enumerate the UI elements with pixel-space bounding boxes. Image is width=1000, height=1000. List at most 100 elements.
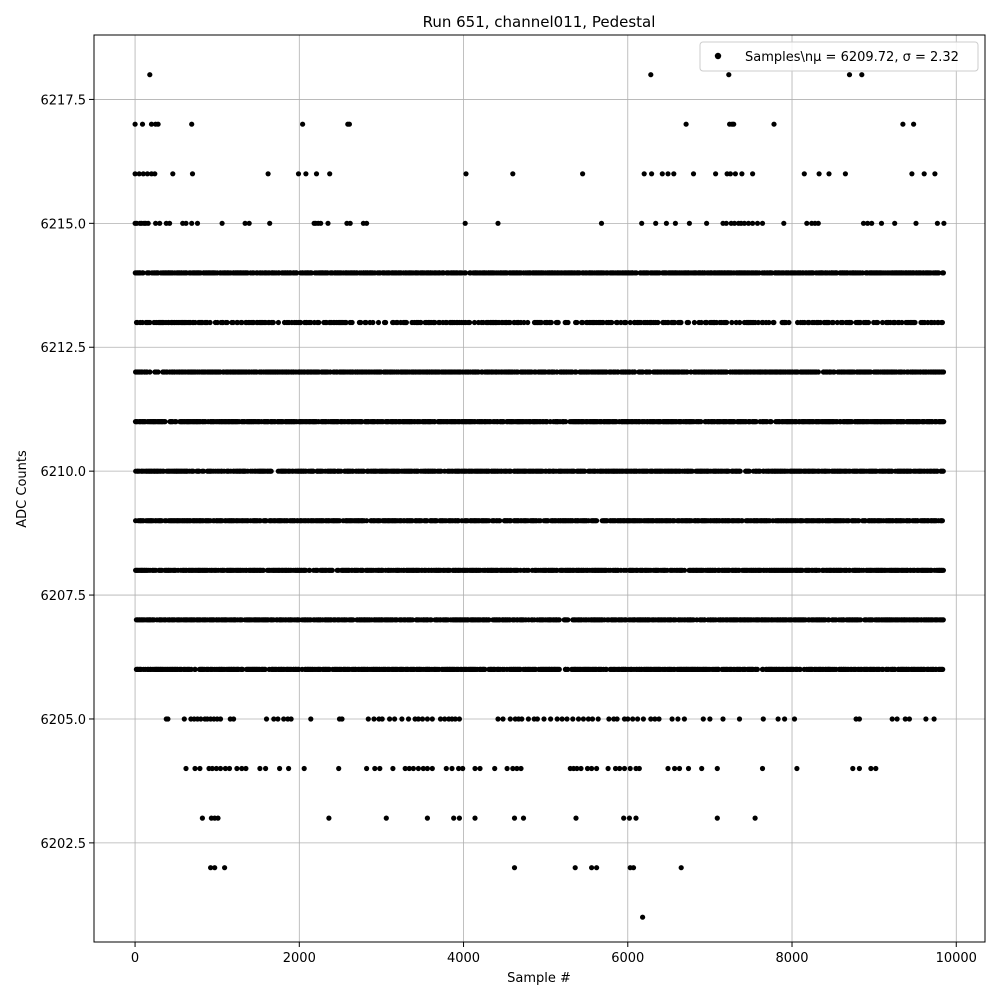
data-point: [349, 319, 355, 326]
data-point: [370, 319, 376, 326]
data-point: [649, 171, 655, 177]
data-point: [155, 369, 161, 375]
data-point: [246, 220, 252, 226]
data-point: [428, 617, 434, 623]
grid: [94, 35, 985, 942]
data-point: [580, 171, 586, 177]
data-point: [816, 171, 822, 177]
data-point: [152, 171, 158, 177]
data-point: [633, 270, 639, 276]
data-point: [565, 319, 571, 326]
data-point: [632, 369, 638, 375]
data-point: [739, 518, 745, 524]
data-point: [555, 319, 561, 326]
data-point: [713, 171, 719, 177]
data-point: [753, 419, 759, 425]
data-point: [325, 220, 331, 226]
data-point: [268, 468, 274, 474]
data-point: [467, 319, 473, 326]
data-point: [313, 171, 320, 177]
data-point: [685, 319, 692, 326]
data-point: [189, 220, 195, 226]
data-point: [594, 518, 600, 524]
data-point: [295, 171, 302, 177]
data-point: [768, 419, 774, 425]
data-point: [510, 171, 516, 177]
data-point: [665, 171, 671, 177]
data-point: [275, 319, 281, 326]
data-point: [678, 319, 684, 326]
data-point: [834, 319, 840, 326]
data-point: [563, 419, 569, 425]
data-point: [486, 617, 492, 623]
data-point: [310, 468, 316, 474]
data-point: [683, 121, 689, 127]
data-point: [755, 319, 761, 326]
data-point: [900, 121, 906, 127]
data-point: [940, 369, 947, 375]
data-point: [704, 220, 710, 226]
data-point: [623, 319, 629, 326]
data-point: [737, 468, 743, 474]
data-point: [140, 171, 146, 177]
data-point: [609, 319, 615, 326]
data-point: [239, 319, 245, 326]
data-point: [750, 220, 756, 226]
data-point: [316, 319, 322, 326]
data-point: [689, 468, 695, 474]
data-point: [759, 220, 766, 226]
data-point: [848, 319, 854, 326]
data-point: [358, 319, 364, 326]
data-point: [859, 72, 865, 78]
data-point: [921, 171, 927, 177]
data-point: [538, 319, 544, 326]
data-point: [537, 518, 543, 524]
data-point: [308, 270, 315, 276]
data-point: [865, 220, 871, 226]
data-point: [155, 121, 161, 127]
data-point: [303, 171, 309, 177]
data-point: [147, 319, 153, 326]
data-point: [139, 121, 146, 127]
data-point: [724, 369, 730, 375]
data-point: [936, 270, 942, 276]
data-point: [741, 220, 748, 226]
data-point: [690, 171, 697, 177]
data-point: [754, 220, 761, 226]
data-point: [375, 319, 382, 326]
data-point: [879, 319, 886, 326]
data-point: [726, 72, 732, 78]
data-point: [495, 220, 501, 226]
data-point: [739, 171, 745, 177]
data-point: [737, 319, 743, 326]
data-point: [672, 319, 678, 326]
data-point: [641, 171, 647, 177]
data-point: [899, 319, 905, 326]
data-point: [934, 220, 941, 226]
data-point: [598, 220, 605, 226]
data-point: [648, 72, 654, 78]
data-point: [691, 319, 698, 326]
data-point: [655, 319, 661, 326]
data-point: [409, 617, 416, 623]
data-point: [194, 220, 201, 226]
data-point: [144, 171, 150, 177]
data-point: [507, 319, 513, 326]
data-point: [347, 220, 353, 226]
data-point: [207, 319, 213, 326]
data-point: [659, 171, 665, 177]
data-point: [145, 220, 151, 226]
data-point: [364, 220, 370, 226]
data-point: [363, 319, 369, 326]
data-point: [750, 171, 756, 177]
data-point: [548, 319, 554, 326]
data-point: [147, 72, 153, 78]
data-point: [403, 319, 409, 326]
data-point: [731, 121, 737, 127]
data-point: [878, 220, 885, 226]
data-point: [525, 567, 532, 573]
data-point: [684, 369, 690, 375]
data-point: [731, 220, 738, 226]
data-point: [260, 567, 266, 573]
data-point: [230, 319, 236, 326]
